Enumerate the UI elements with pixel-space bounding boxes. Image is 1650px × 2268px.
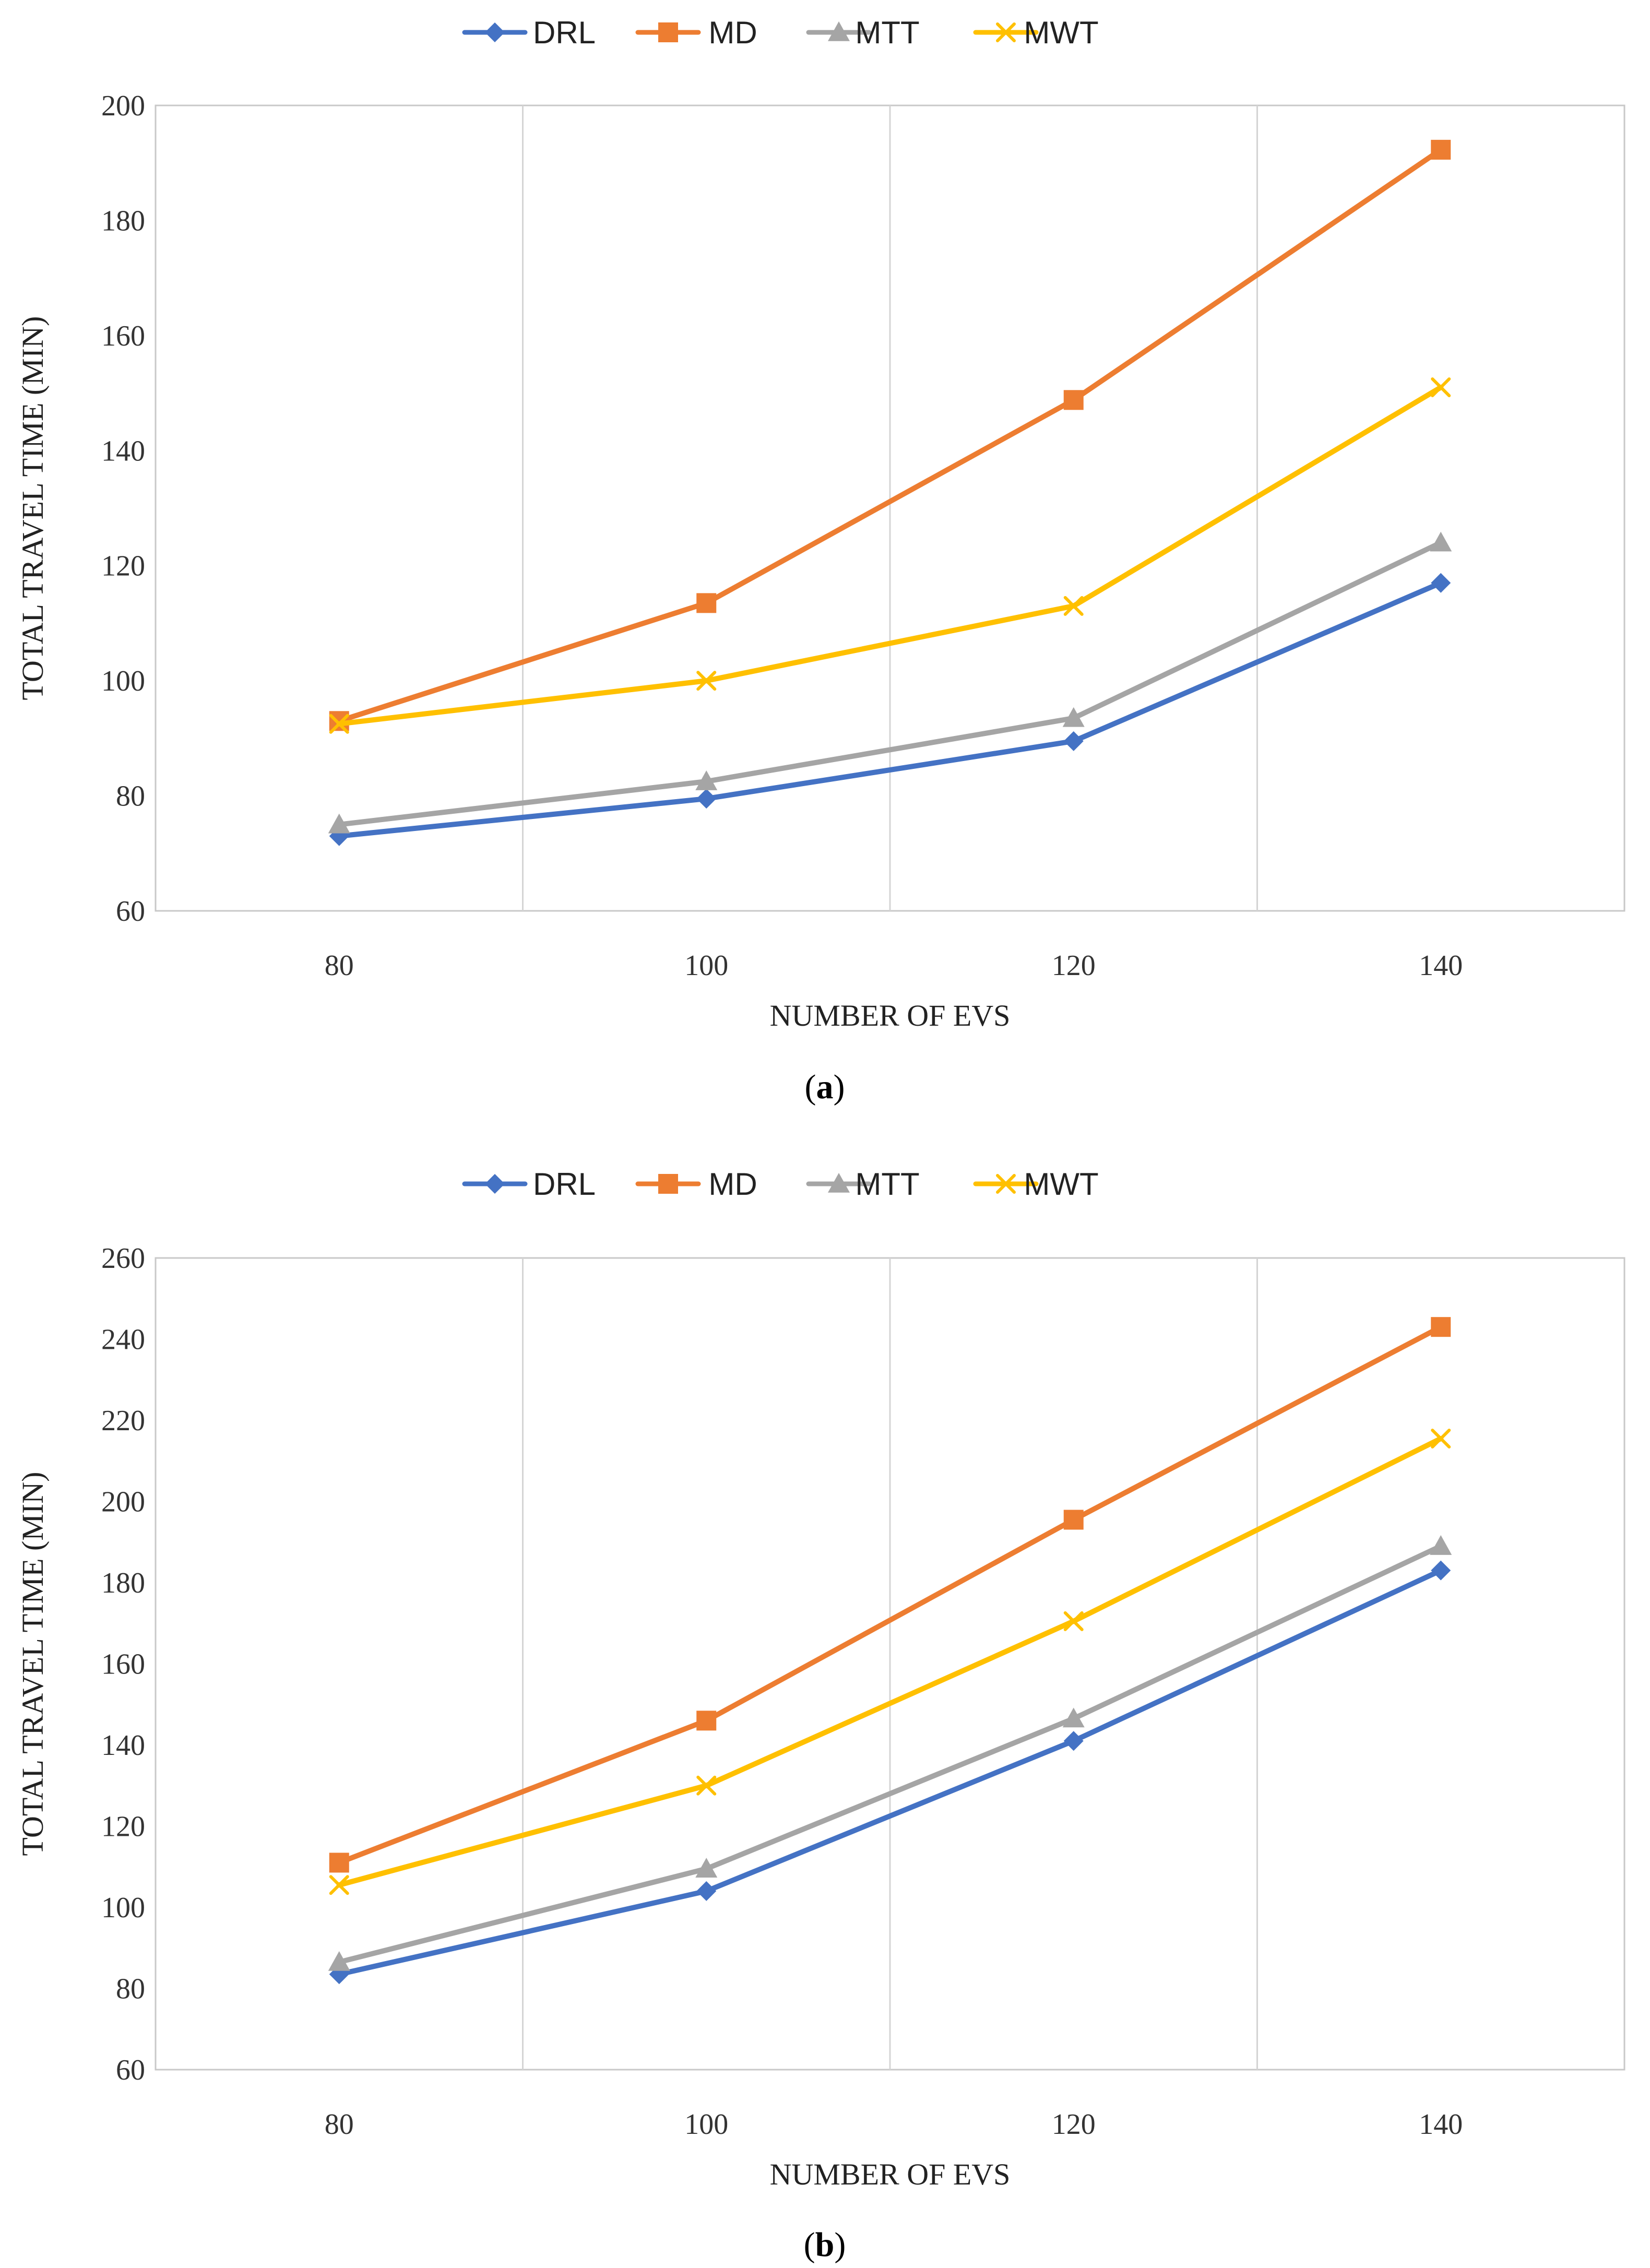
chart-panel-b: 60 80 100 120 140 160 180 200 220 240 260 80 100 120 1…: [16, 1167, 1625, 2191]
panel-b-legend-marker-drl: [485, 1174, 505, 1194]
panel-b-y-tick-label-4: 140: [101, 1729, 145, 1762]
panel-a-series-line-drl: [336, 580, 1444, 839]
panel-b-y-tick-label-0: 60: [116, 2054, 145, 2086]
panel-b-point-drl-120: [1063, 1731, 1084, 1751]
panel-b-series-line-mtt: [336, 1543, 1444, 1965]
panel-b-point-mtt-80: [328, 1951, 350, 1971]
panel-b-point-mwt-80: [329, 1875, 349, 1895]
panel-a-point-mtt-100: [695, 770, 718, 790]
panel-a-point-mwt-80: [329, 714, 349, 734]
panel-a-point-mwt-120: [1063, 596, 1084, 616]
panel-a-legend-label-drl: DRL: [533, 15, 596, 50]
panel-b-x-tick-label-1: 100: [684, 2108, 728, 2141]
panel-b-y-axis-title: TOTAL TRAVEL TIME (MIN): [16, 1472, 50, 1856]
panel-b-point-mtt-100: [695, 1858, 718, 1878]
panel-a-series-line-md: [336, 147, 1444, 724]
panel-b-legend-label-mwt: MWT: [1024, 1167, 1098, 1202]
panel-b-series-line-md: [336, 1324, 1444, 1866]
panel-a-point-drl-120: [1063, 731, 1084, 751]
panel-b-x-axis-title: NUMBER OF EVS: [770, 2157, 1011, 2191]
panel-a-y-axis-title: TOTAL TRAVEL TIME (MIN): [16, 316, 50, 700]
panel-b-x-tick-label-0: 80: [325, 2108, 354, 2141]
panel-b-point-md-80: [329, 1853, 349, 1873]
panel-a-point-drl-100: [696, 789, 717, 809]
panel-a-x-tick-label-3: 140: [1419, 949, 1463, 982]
panel-a-legend-marker-md: [658, 22, 678, 42]
panel-a-point-mwt-140: [1431, 377, 1451, 398]
panel-a-y-tick-label-0: 60: [116, 895, 145, 928]
panel-b-point-mwt-100: [696, 1775, 717, 1796]
panel-b-series-line-mwt: [336, 1435, 1444, 1888]
panel-b-point-mwt-120: [1063, 1611, 1084, 1631]
panel-a-point-mtt-140: [1430, 531, 1452, 552]
panel-a-point-md-100: [696, 593, 717, 613]
panel-b-x-tick-label-3: 140: [1419, 2108, 1463, 2141]
panel-b-legend-label-drl: DRL: [533, 1167, 596, 1202]
panel-b-point-mwt-140: [1431, 1428, 1451, 1448]
panel-a-legend-marker-mtt: [828, 21, 850, 41]
panel-b-x-tick-label-2: 120: [1052, 2108, 1096, 2141]
panel-b-point-md-140: [1431, 1317, 1451, 1337]
panel-b-point-mtt-120: [1062, 1707, 1085, 1728]
panel-b-point-mtt-140: [1430, 1535, 1452, 1555]
panel-b-legend-marker-mwt: [996, 1174, 1016, 1194]
panel-a-point-mtt-120: [1062, 707, 1085, 727]
panel-a-legend-marker-mwt: [996, 22, 1016, 42]
panel-a-y-tick-label-1: 80: [116, 780, 145, 813]
panel-b-y-tick-label-6: 180: [101, 1567, 145, 1599]
panel-a-point-md-120: [1063, 390, 1084, 410]
panel-a-point-mwt-100: [696, 671, 717, 691]
panel-b-point-md-100: [696, 1711, 717, 1731]
panel-b-y-tick-label-3: 120: [101, 1811, 145, 1843]
panel-a-series-line-mwt: [336, 385, 1444, 727]
panel-b-y-tick-label-7: 200: [101, 1486, 145, 1518]
panel-b-y-tick-label-1: 80: [116, 1973, 145, 2005]
panel-a-x-tick-label-2: 120: [1052, 949, 1096, 982]
panel-a-y-tick-label-7: 200: [101, 90, 145, 122]
panel-b-legend-marker-md: [658, 1174, 678, 1194]
panel-a-point-md-140: [1431, 139, 1451, 160]
panel-b-y-tick-label-8: 220: [101, 1405, 145, 1437]
panel-b-point-md-120: [1063, 1510, 1084, 1530]
panel-b-y-tick-label-9: 240: [101, 1324, 145, 1356]
panel-a-x-axis-title: NUMBER OF EVS: [770, 999, 1011, 1032]
panel-b-point-drl-140: [1431, 1560, 1451, 1581]
panel-label-b: (b): [804, 2226, 846, 2264]
panel-b-y-tick-label-2: 100: [101, 1892, 145, 1924]
panel-b-legend-label-mtt: MTT: [855, 1167, 919, 1202]
panel-a-y-tick-label-4: 140: [101, 435, 145, 467]
panel-b-legend-marker-mtt: [828, 1173, 850, 1193]
panel-a-y-tick-label-5: 160: [101, 320, 145, 352]
panel-b-point-drl-100: [696, 1881, 717, 1901]
panel-a-y-tick-label-6: 180: [101, 205, 145, 237]
panel-a-legend-label-mwt: MWT: [1024, 15, 1098, 50]
panel-a-y-tick-label-2: 100: [101, 665, 145, 697]
chart-panel-a: 60 80 100 120 140 160 180 200 80 100 120 140 NUMBER …: [16, 15, 1625, 1032]
panel-b-series-line-drl: [336, 1568, 1444, 1977]
panel-b-y-tick-label-5: 160: [101, 1648, 145, 1681]
panel-a-legend-marker-drl: [485, 22, 505, 42]
panel-a-y-tick-label-3: 120: [101, 550, 145, 583]
panel-b-legend-label-md: MD: [708, 1167, 757, 1202]
panel-a-legend-label-mtt: MTT: [855, 15, 919, 50]
panel-a-x-tick-label-0: 80: [325, 949, 354, 982]
panel-a-x-tick-label-1: 100: [684, 949, 728, 982]
panel-a-series-line-mtt: [336, 540, 1444, 827]
panel-label-a: (a): [805, 1068, 845, 1106]
panel-a-point-mtt-80: [328, 813, 350, 834]
panel-a-point-drl-140: [1431, 573, 1451, 593]
panel-b-y-tick-label-10: 260: [101, 1242, 145, 1275]
panel-a-legend-label-md: MD: [708, 15, 757, 50]
